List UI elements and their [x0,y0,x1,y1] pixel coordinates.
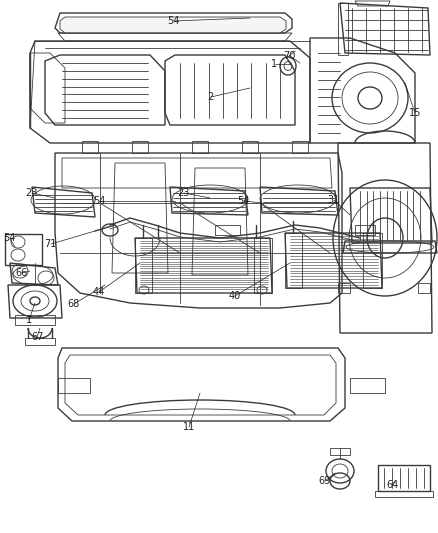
Text: 23: 23 [25,189,38,198]
Text: 15: 15 [408,108,420,118]
Text: 23: 23 [177,189,189,198]
Polygon shape [60,17,285,33]
Text: 2: 2 [207,92,213,102]
Text: 66: 66 [16,269,28,278]
Text: 54: 54 [93,196,105,206]
Text: 1: 1 [271,59,277,69]
Text: 68: 68 [67,299,80,309]
Text: 54: 54 [237,196,249,206]
Text: 40: 40 [228,291,240,301]
Text: 67: 67 [31,332,43,342]
Text: 54: 54 [4,233,16,243]
Text: 64: 64 [385,480,397,490]
Text: 11: 11 [182,423,194,432]
Text: 54: 54 [167,17,179,26]
Text: 31: 31 [327,195,339,205]
Text: 70: 70 [283,51,295,61]
Text: 71: 71 [44,239,57,248]
Text: 44: 44 [92,287,105,297]
Text: 69: 69 [318,476,330,486]
Text: 1: 1 [25,315,32,325]
